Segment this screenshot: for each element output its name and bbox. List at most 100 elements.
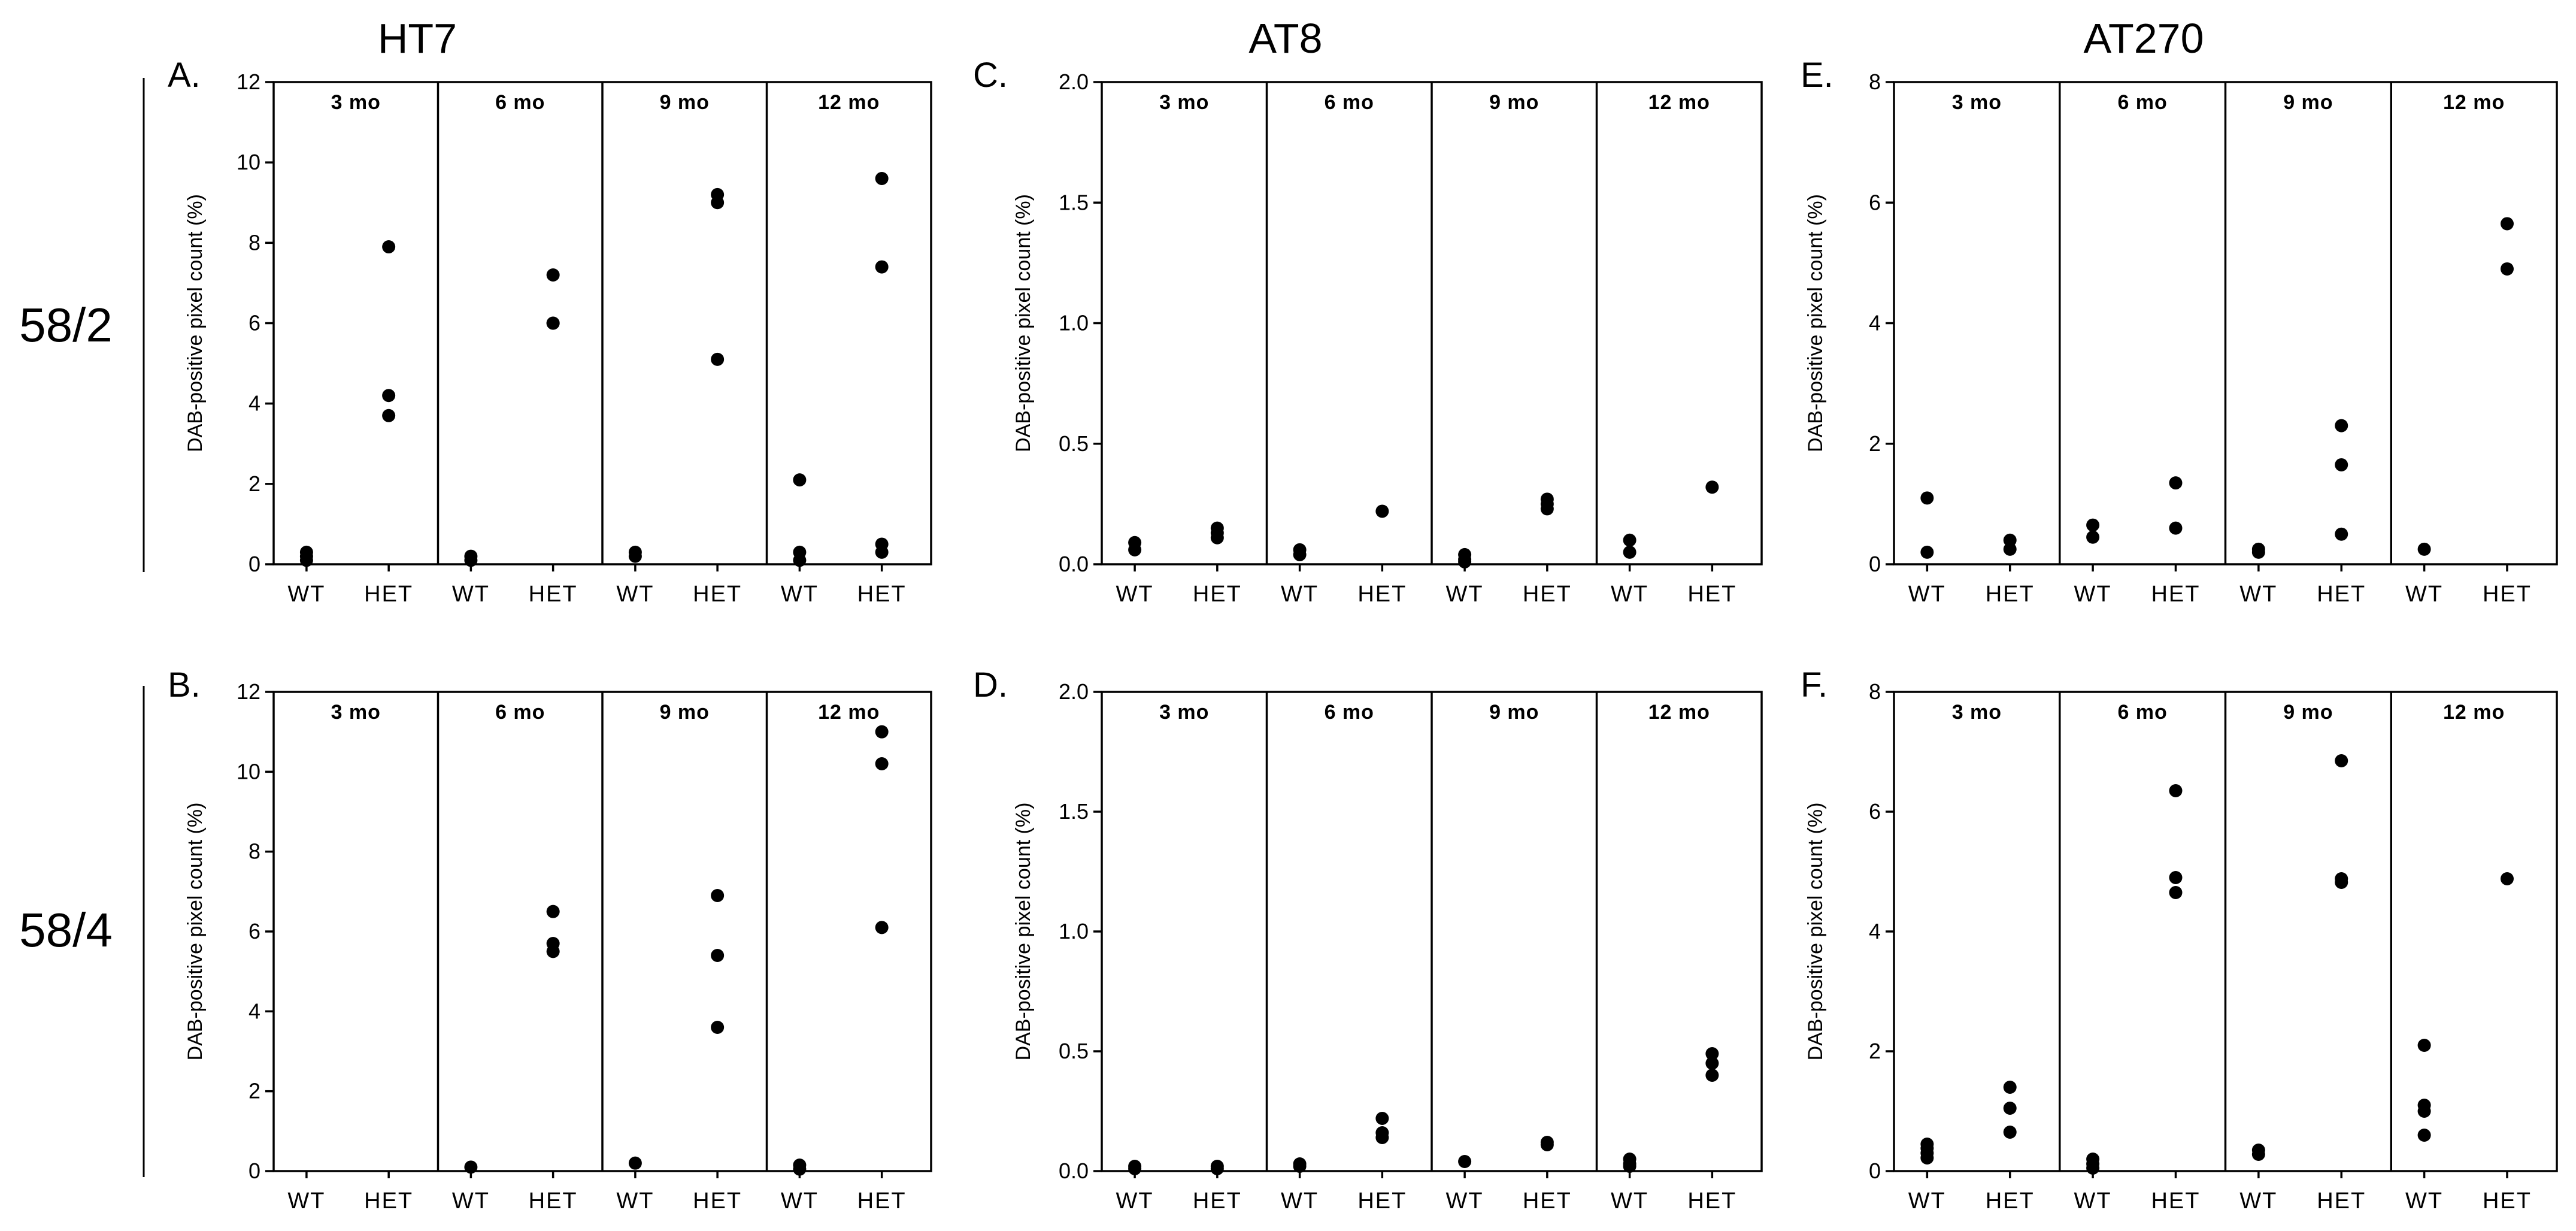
segment-label: 6 mo — [1325, 91, 1374, 114]
y-tick-label: 0.5 — [1059, 431, 1089, 456]
data-point — [2500, 217, 2514, 231]
data-point — [382, 240, 396, 254]
x-tick-label-het: HET — [529, 1188, 578, 1214]
data-point — [711, 1021, 725, 1034]
data-point — [2169, 521, 2183, 535]
x-tick-label-wt: WT — [452, 582, 490, 607]
data-point — [711, 889, 725, 902]
data-point — [2086, 530, 2100, 544]
y-tick-label: 6 — [248, 919, 260, 943]
panel-e-at270-58-2: E. DAB-positive pixel count (%) 0 2 4 6 8 3 mo W… — [1801, 56, 2558, 607]
x-tick-label-wt: WT — [287, 1188, 325, 1214]
data-point — [1920, 491, 1934, 505]
segment-label: 3 mo — [1952, 701, 2002, 724]
data-point — [464, 1160, 478, 1174]
data-point — [711, 352, 725, 366]
segment-label: 12 mo — [818, 91, 880, 114]
segment-label: 6 mo — [2117, 91, 2167, 114]
x-tick-label-het: HET — [2483, 582, 2532, 607]
x-tick-label-wt: WT — [616, 1188, 654, 1214]
segment-label: 3 mo — [331, 91, 381, 114]
x-tick-label-wt: WT — [781, 1188, 819, 1214]
x-tick-label-het: HET — [1687, 1188, 1736, 1214]
data-point — [2003, 1081, 2017, 1094]
data-point — [2417, 1105, 2431, 1118]
x-tick-label-wt: WT — [2074, 1188, 2112, 1214]
x-tick-label-wt: WT — [1446, 582, 1484, 607]
data-point — [2169, 871, 2183, 884]
data-point — [1375, 1112, 1389, 1125]
data-point — [1540, 502, 1554, 516]
x-tick-label-het: HET — [857, 1188, 907, 1214]
y-tick-label: 6 — [1869, 799, 1881, 824]
panel-d-at8-58-4: D. DAB-positive pixel count (%) 0.0 0.5 1.0 1… — [973, 666, 1763, 1214]
data-point — [1375, 504, 1389, 518]
panel-letter: B. — [168, 666, 201, 704]
panel-f-at270-58-4: F. DAB-positive pixel count (%) 0 2 4 6 8 3 mo W… — [1801, 666, 2558, 1214]
x-tick-label-het: HET — [1986, 1188, 2035, 1214]
row-title-58-4: 58/4 — [19, 903, 113, 957]
data-point — [628, 545, 642, 559]
data-point — [2003, 542, 2017, 556]
data-point — [2169, 784, 2183, 797]
segment-label: 9 mo — [660, 91, 710, 114]
y-tick-label: 8 — [1869, 69, 1881, 94]
y-tick-label: 2.0 — [1059, 679, 1089, 704]
data-point — [546, 945, 560, 958]
segment-label: 9 mo — [2283, 701, 2333, 724]
data-point — [1705, 1047, 1719, 1060]
y-axis-label: DAB-positive pixel count (%) — [1804, 194, 1827, 452]
x-tick-label-wt: WT — [1281, 582, 1319, 607]
x-tick-label-wt: WT — [2074, 582, 2112, 607]
data-point — [875, 725, 889, 739]
segment-label: 6 mo — [1325, 701, 1374, 724]
data-point — [546, 268, 560, 282]
segment-label: 6 mo — [495, 701, 545, 724]
data-point — [2251, 1148, 2265, 1161]
y-tick-label: 1.5 — [1059, 799, 1089, 824]
x-tick-label-wt: WT — [1116, 1188, 1154, 1214]
data-point — [2003, 1102, 2017, 1115]
y-tick-label: 6 — [248, 311, 260, 335]
data-point — [2417, 542, 2431, 556]
x-tick-label-het: HET — [529, 582, 578, 607]
data-point — [2335, 876, 2348, 889]
data-point — [1540, 1138, 1554, 1151]
segment-label: 12 mo — [2443, 91, 2505, 114]
panel-letter: D. — [973, 666, 1008, 704]
x-tick-label-het: HET — [1357, 582, 1407, 607]
data-point — [1375, 1131, 1389, 1144]
segment-label: 3 mo — [1159, 701, 1209, 724]
x-tick-label-wt: WT — [781, 582, 819, 607]
panel-a-ht7-58-2: A. DAB-positive pixel count (%) 0 2 4 6 8 10 12 3… — [168, 56, 932, 607]
data-point — [2500, 262, 2514, 276]
y-tick-label: 10 — [237, 759, 260, 784]
x-tick-label-wt: WT — [616, 582, 654, 607]
x-tick-label-wt: WT — [1908, 582, 1946, 607]
x-tick-label-wt: WT — [1611, 582, 1648, 607]
data-point — [875, 172, 889, 185]
segment-label: 12 mo — [818, 701, 880, 724]
row-title-58-2: 58/2 — [19, 298, 113, 352]
y-axis-label: DAB-positive pixel count (%) — [184, 803, 207, 1061]
data-point — [628, 1156, 642, 1170]
y-tick-label: 4 — [1869, 311, 1881, 335]
data-point — [1210, 531, 1224, 545]
y-axis-label: DAB-positive pixel count (%) — [1804, 803, 1827, 1061]
data-point — [875, 757, 889, 770]
x-tick-label-het: HET — [1986, 582, 2035, 607]
segment-label: 9 mo — [2283, 91, 2333, 114]
data-point — [2417, 1039, 2431, 1052]
segment-label: 9 mo — [1489, 91, 1539, 114]
panel-letter: C. — [973, 56, 1008, 95]
y-tick-label: 0 — [248, 1159, 260, 1183]
data-point — [2169, 886, 2183, 899]
panel-c-at8-58-2: C. DAB-positive pixel count (%) 0.0 0.5 1.0 1… — [973, 56, 1763, 607]
data-point — [1458, 1155, 1472, 1168]
column-title-at270: AT270 — [2083, 15, 2204, 62]
y-tick-label: 0 — [248, 552, 260, 576]
x-tick-label-wt: WT — [2405, 582, 2443, 607]
x-tick-label-het: HET — [364, 582, 413, 607]
x-tick-label-wt: WT — [2405, 1188, 2443, 1214]
